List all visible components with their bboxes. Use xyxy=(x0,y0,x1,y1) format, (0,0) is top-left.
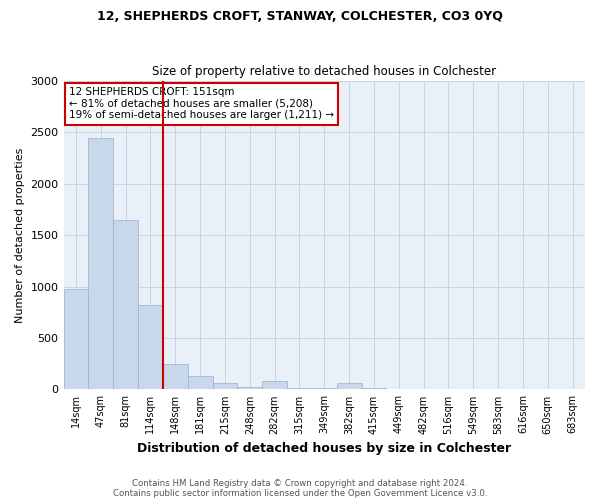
Bar xyxy=(64,288,88,390)
X-axis label: Distribution of detached houses by size in Colchester: Distribution of detached houses by size … xyxy=(137,442,511,455)
Bar xyxy=(461,389,485,390)
Bar xyxy=(138,305,163,390)
Bar xyxy=(535,389,560,390)
Title: Size of property relative to detached houses in Colchester: Size of property relative to detached ho… xyxy=(152,66,496,78)
Text: 12, SHEPHERDS CROFT, STANWAY, COLCHESTER, CO3 0YQ: 12, SHEPHERDS CROFT, STANWAY, COLCHESTER… xyxy=(97,10,503,23)
Text: Contains HM Land Registry data © Crown copyright and database right 2024.: Contains HM Land Registry data © Crown c… xyxy=(132,478,468,488)
Bar xyxy=(88,138,113,390)
Bar xyxy=(560,389,585,390)
Bar xyxy=(188,376,212,390)
Bar xyxy=(386,389,411,390)
Bar xyxy=(362,388,386,390)
Bar xyxy=(212,384,238,390)
Bar xyxy=(262,381,287,390)
Bar xyxy=(485,389,511,390)
Bar xyxy=(113,220,138,390)
Y-axis label: Number of detached properties: Number of detached properties xyxy=(15,148,25,323)
Bar xyxy=(312,388,337,390)
Text: Contains public sector information licensed under the Open Government Licence v3: Contains public sector information licen… xyxy=(113,488,487,498)
Bar xyxy=(238,387,262,390)
Bar xyxy=(511,389,535,390)
Bar xyxy=(411,389,436,390)
Text: 12 SHEPHERDS CROFT: 151sqm
← 81% of detached houses are smaller (5,208)
19% of s: 12 SHEPHERDS CROFT: 151sqm ← 81% of deta… xyxy=(69,87,334,120)
Bar xyxy=(436,389,461,390)
Bar xyxy=(337,384,362,390)
Bar xyxy=(287,388,312,390)
Bar xyxy=(163,364,188,390)
